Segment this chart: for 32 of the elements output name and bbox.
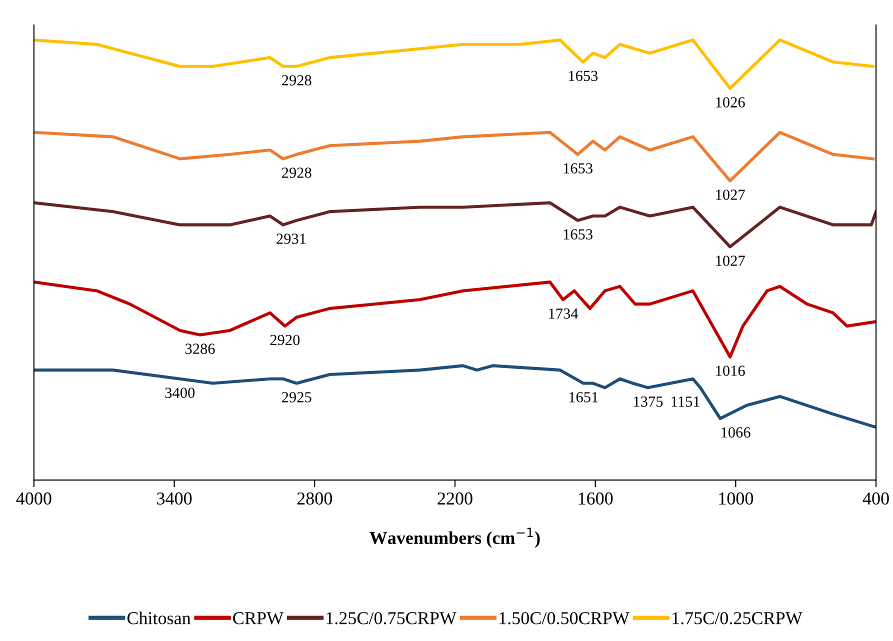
annotation: 1016: [716, 366, 745, 376]
annotation: 1653: [564, 229, 592, 240]
x-tick-label: 4000: [16, 492, 52, 505]
annotation: 2920: [270, 334, 300, 346]
annotation: 2928: [282, 75, 312, 86]
legend-label: CRPW: [233, 612, 284, 624]
annotation: 2931: [276, 234, 306, 244]
annotation: 1151: [672, 396, 700, 407]
annotation: 2925: [282, 392, 312, 402]
annotation: 1651: [569, 392, 598, 402]
x-tick-label: 2800: [297, 492, 332, 505]
annotation: 3286: [185, 344, 215, 354]
x-axis-title: Wavenumbers (cm$^{−1}$): [370, 528, 540, 548]
legend-label: 1.25C/0.75CRPW: [326, 612, 456, 624]
annotation: 1653: [569, 70, 598, 82]
annotation: 1375: [634, 396, 663, 407]
legend-label: 1.75C/0.25CRPW: [672, 612, 802, 624]
x-tick-label: 2200: [438, 492, 472, 505]
annotation: 1066: [722, 427, 750, 438]
annotation: 2928: [282, 168, 312, 178]
annotation: 1653: [564, 163, 592, 174]
legend-label: Chitosan: [127, 612, 191, 624]
annotation: 1026: [716, 97, 745, 108]
x-tick-label: 1000: [719, 492, 754, 505]
legend-label: 1.50C/0.50CRPW: [500, 612, 630, 624]
x-tick-label: 3400: [157, 492, 192, 505]
annotation: 1027: [716, 190, 745, 200]
x-tick-label: 1600: [578, 492, 613, 505]
annotation: 1734: [549, 308, 578, 319]
annotation: 3400: [165, 388, 195, 398]
annotation: 1027: [716, 256, 745, 266]
x-tick-label: 400: [862, 492, 889, 505]
